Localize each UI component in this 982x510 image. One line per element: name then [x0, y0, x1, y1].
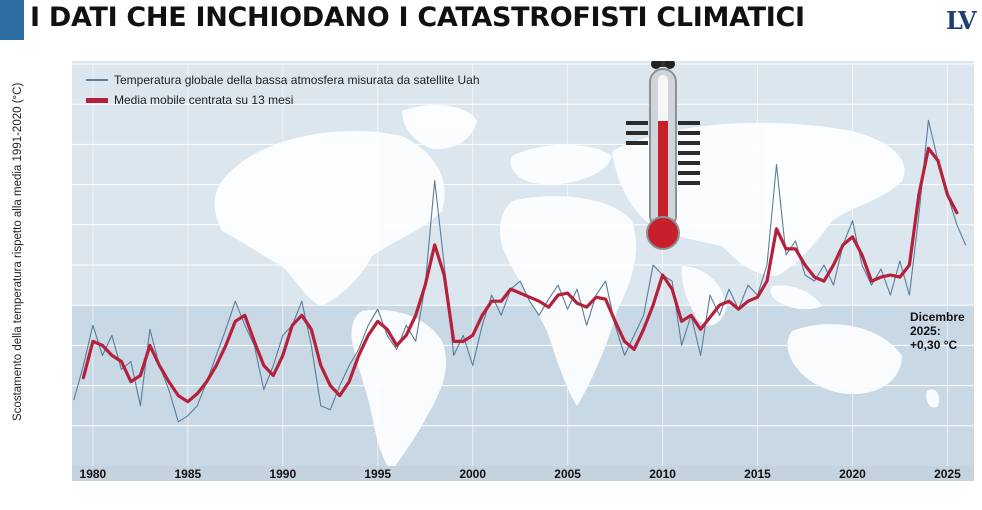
thermometer-icon	[626, 61, 700, 250]
series-line-moving-average	[81, 146, 959, 404]
x-tick-label: 1985	[174, 467, 201, 481]
x-tick-label: 1980	[80, 467, 107, 481]
legend-item-moving-average: Media mobile centrata su 13 mesi	[86, 90, 480, 110]
legend-item-monthly: Temperatura globale della bassa atmosfer…	[86, 70, 480, 90]
x-tick-label: 2010	[649, 467, 676, 481]
grid	[72, 63, 974, 466]
temperature-chart: -0,8-0,6-0,4-0,20,00,20,40,60,81,01,2 19…	[72, 61, 974, 481]
x-tick-label: 1990	[269, 467, 296, 481]
page-title: I DATI CHE INCHIODANO I CATASTROFISTI CL…	[30, 2, 805, 33]
x-axis-band	[72, 466, 974, 481]
x-tick-labels: 1980 1985 1990 1995 2000 2005 2010 2015 2020 2025	[80, 467, 962, 481]
annotation-line-3: +0,30 °C	[910, 338, 958, 352]
annotation-line-1: Dicembre	[910, 310, 965, 324]
legend-label-moving-average: Media mobile centrata su 13 mesi	[114, 93, 294, 107]
x-tick-label: 2000	[459, 467, 486, 481]
title-accent-block	[0, 0, 24, 40]
x-tick-label: 2015	[744, 467, 771, 481]
annotation-line-2: 2025:	[910, 324, 941, 338]
y-axis-label: Scostamento della temperatura rispetto a…	[12, 82, 24, 421]
x-tick-label: 2020	[839, 467, 866, 481]
publisher-logo: LV	[946, 6, 977, 35]
legend-swatch-moving-average	[86, 97, 108, 103]
x-tick-label: 1995	[364, 467, 391, 481]
chart-legend: Temperatura globale della bassa atmosfer…	[86, 70, 480, 110]
latest-value-annotation: Dicembre 2025: +0,30 °C	[910, 310, 965, 352]
series-line-monthly	[73, 119, 967, 423]
x-tick-label: 2025	[934, 467, 961, 481]
data-series	[73, 119, 967, 423]
legend-swatch-monthly	[86, 79, 108, 81]
x-tick-label: 2005	[554, 467, 581, 481]
legend-label-monthly: Temperatura globale della bassa atmosfer…	[114, 73, 480, 87]
